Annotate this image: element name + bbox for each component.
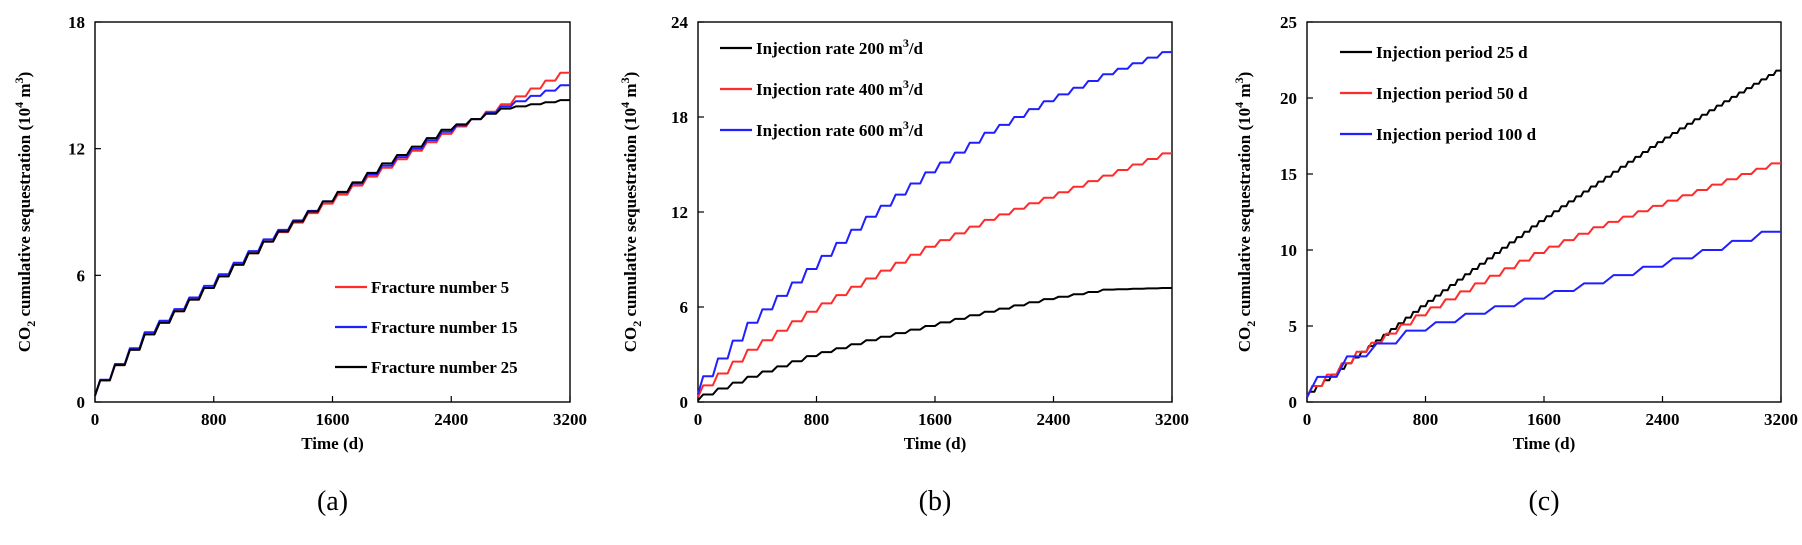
series-line-2 <box>697 152 1172 398</box>
x-tick-label: 3200 <box>1764 410 1798 429</box>
y-label-part: m <box>1235 83 1254 101</box>
y-tick-label: 5 <box>1289 317 1298 336</box>
x-axis-label: Time (d) <box>904 434 967 453</box>
y-label-part: m <box>15 83 34 101</box>
y-axis-label: CO2 cumulative sequestration (104 m3) <box>12 72 38 353</box>
x-axis-label: Time (d) <box>301 434 364 453</box>
x-tick-label: 1600 <box>1527 410 1561 429</box>
y-tick-label: 0 <box>1289 393 1298 412</box>
legend-label-part: Injection rate 400 m <box>756 80 903 99</box>
y-label-subscript: 2 <box>630 321 644 327</box>
x-tick-label: 0 <box>1303 410 1312 429</box>
legend-label-3: Injection period 100 d <box>1376 125 1537 144</box>
legend-label-superscript: 3 <box>903 77 909 91</box>
legend-label-3: Fracture number 25 <box>371 358 518 377</box>
x-tick-label: 1600 <box>316 410 350 429</box>
y-label-superscript: 4 <box>618 102 632 108</box>
y-tick-label: 12 <box>671 203 688 222</box>
x-tick-label: 3200 <box>1155 410 1189 429</box>
panel-label: (a) <box>317 486 348 517</box>
legend-label-2: Injection period 50 d <box>1376 84 1528 103</box>
y-label-superscript: 4 <box>12 102 26 108</box>
panel-label: (b) <box>919 486 952 517</box>
y-axis-label: CO2 cumulative sequestration (104 m3) <box>1232 72 1258 353</box>
y-label-part: ) <box>15 72 34 78</box>
legend: Injection period 25 d Injection period 50… <box>1340 43 1537 144</box>
x-tick-label: 800 <box>1413 410 1439 429</box>
series-line-2 <box>94 84 570 397</box>
y-tick-label: 6 <box>77 266 86 285</box>
series-line-3 <box>697 51 1172 395</box>
y-tick-label: 24 <box>671 13 689 32</box>
legend-label-superscript: 3 <box>903 118 909 132</box>
y-tick-label: 18 <box>671 108 688 127</box>
legend-label-part: /d <box>908 80 924 99</box>
legend-label-1: Injection rate 200 m3/d <box>756 36 924 58</box>
x-tick-label: 800 <box>201 410 227 429</box>
y-tick-label: 10 <box>1280 241 1297 260</box>
legend-label-2: Injection rate 400 m3/d <box>756 77 924 99</box>
legend-label-part: /d <box>908 121 924 140</box>
y-tick-label: 20 <box>1280 89 1297 108</box>
y-label-part: cumulative sequestration (10 <box>621 108 640 321</box>
legend-label-part: Injection rate 600 m <box>756 121 903 140</box>
y-label-part: cumulative sequestration (10 <box>1235 108 1254 321</box>
y-tick-label: 25 <box>1280 13 1297 32</box>
x-tick-label: 1600 <box>918 410 952 429</box>
y-label-part: ) <box>1235 72 1254 78</box>
x-tick-label: 2400 <box>1646 410 1680 429</box>
y-label-part: m <box>621 83 640 101</box>
x-axis-label: Time (d) <box>1513 434 1576 453</box>
series-line-1 <box>1306 69 1781 398</box>
y-label-part: CO <box>621 327 640 353</box>
legend-label-1: Fracture number 5 <box>371 278 509 297</box>
y-label-subscript: 2 <box>1244 321 1258 327</box>
legend-label-part: /d <box>908 39 924 58</box>
y-tick-label: 6 <box>680 298 689 317</box>
x-tick-label: 0 <box>694 410 703 429</box>
legend-label-3: Injection rate 600 m3/d <box>756 118 924 140</box>
chart-panel-3: 0 800 1600 2400 3200 0 5 10 15 20 25 Time (d) CO2 cu… <box>1232 13 1798 517</box>
series-line-1 <box>697 287 1172 402</box>
x-tick-label: 0 <box>91 410 100 429</box>
y-label-part: CO <box>15 327 34 353</box>
panel-label: (c) <box>1528 486 1559 517</box>
series-line-1 <box>94 71 570 397</box>
x-tick-label: 3200 <box>553 410 587 429</box>
y-label-superscript: 3 <box>618 77 632 83</box>
y-tick-label: 18 <box>68 13 85 32</box>
y-label-superscript: 3 <box>1232 77 1246 83</box>
plot-frame <box>697 21 1173 403</box>
x-tick-label: 800 <box>804 410 830 429</box>
chart-panel-1: 0 800 1600 2400 3200 0 6 12 18 Time (d) CO2 cumula… <box>12 13 587 517</box>
y-tick-label: 0 <box>77 393 86 412</box>
y-label-superscript: 4 <box>1232 102 1246 108</box>
y-tick-label: 12 <box>68 140 85 159</box>
series-line-2 <box>1306 162 1781 398</box>
legend-label-part: Injection rate 200 m <box>756 39 903 58</box>
plot-frame <box>1306 21 1782 403</box>
x-tick-label: 2400 <box>434 410 468 429</box>
y-tick-label: 0 <box>680 393 689 412</box>
y-label-superscript: 3 <box>12 77 26 83</box>
y-label-part: CO <box>1235 327 1254 353</box>
y-label-subscript: 2 <box>24 321 38 327</box>
x-tick-label: 2400 <box>1037 410 1071 429</box>
y-tick-label: 15 <box>1280 165 1297 184</box>
y-label-part: ) <box>621 72 640 78</box>
legend-label-1: Injection period 25 d <box>1376 43 1528 62</box>
series-line-3 <box>94 99 570 397</box>
legend-label-2: Fracture number 15 <box>371 318 518 337</box>
y-label-part: cumulative sequestration (10 <box>15 108 34 321</box>
legend: Fracture number 5 Fracture number 15 Fract… <box>335 278 518 377</box>
legend-label-superscript: 3 <box>903 36 909 50</box>
series-line-3 <box>1306 230 1781 398</box>
plot-frame <box>94 21 571 403</box>
y-axis-label: CO2 cumulative sequestration (104 m3) <box>618 72 644 353</box>
